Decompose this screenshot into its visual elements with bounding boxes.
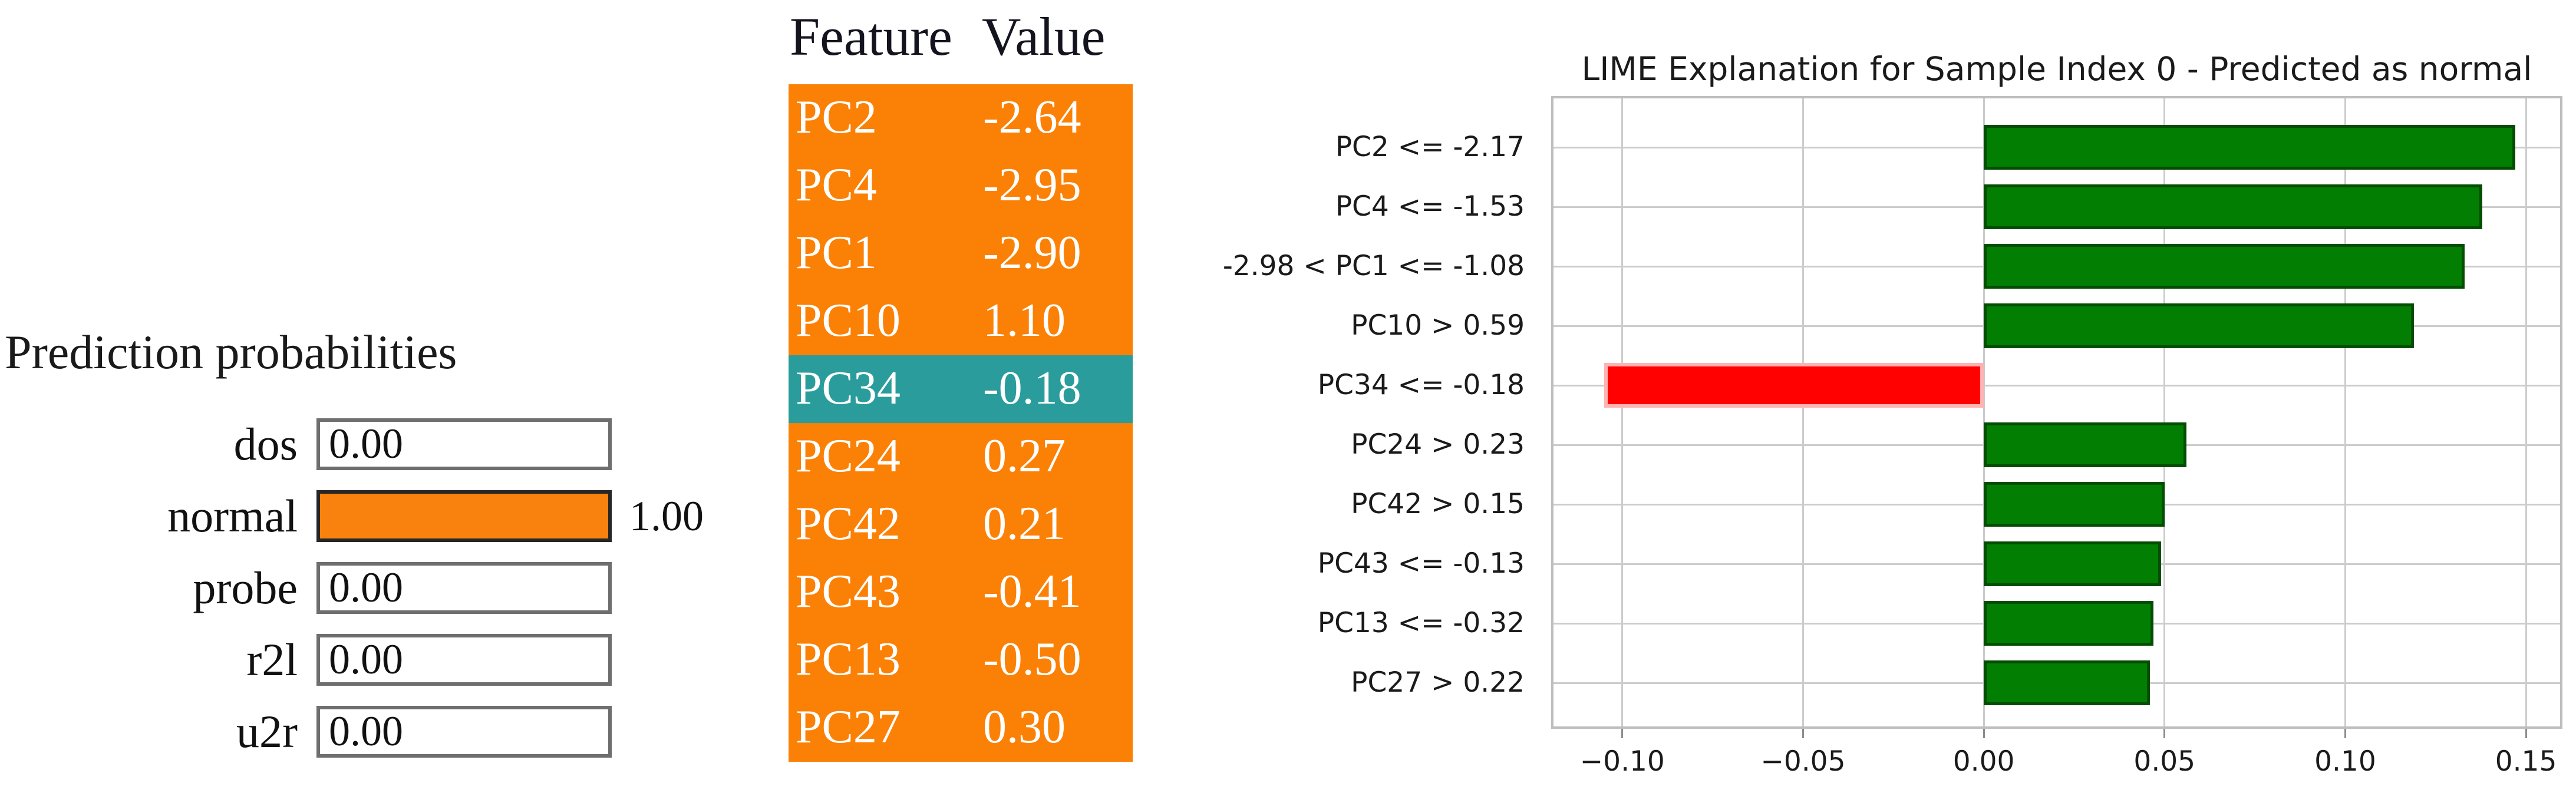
lime-bar-positive bbox=[1984, 244, 2465, 289]
lime-bar-negative bbox=[1604, 363, 1984, 408]
table-row: PC13 -0.50 bbox=[789, 626, 1133, 694]
table-row: PC4 -2.95 bbox=[789, 152, 1133, 220]
y-axis-label: -2.98 < PC1 <= -1.08 bbox=[1222, 250, 1525, 282]
table-row: PC1 -2.90 bbox=[789, 220, 1133, 288]
y-axis-label: PC24 > 0.23 bbox=[1351, 428, 1525, 461]
table-row: PC24 0.27 bbox=[789, 423, 1133, 491]
feature-name: PC43 bbox=[796, 566, 901, 617]
class-label-r2l: r2l bbox=[246, 634, 298, 685]
gridline-x bbox=[1983, 98, 1985, 726]
gridline-x bbox=[2344, 98, 2346, 726]
feature-value: 0.30 bbox=[983, 701, 1066, 753]
prediction-row-r2l: r2l 0.00 bbox=[0, 634, 784, 686]
prediction-row-probe: probe 0.00 bbox=[0, 562, 784, 614]
x-axis-tick-label: 0.00 bbox=[1952, 745, 2015, 778]
lime-bar-positive bbox=[1984, 541, 2161, 586]
table-row: PC10 1.10 bbox=[789, 288, 1133, 355]
probability-value-u2r: 0.00 bbox=[329, 708, 403, 755]
table-row-highlighted: PC34 -0.18 bbox=[789, 355, 1133, 423]
feature-column-header: Feature bbox=[790, 6, 952, 67]
class-label-normal: normal bbox=[167, 490, 298, 541]
feature-name: PC24 bbox=[796, 430, 901, 482]
probability-bar-probe bbox=[316, 562, 612, 614]
lime-bar-positive bbox=[1984, 482, 2165, 527]
x-tick-mark bbox=[1621, 729, 1624, 738]
feature-name: PC13 bbox=[796, 633, 901, 685]
y-axis-label: PC4 <= -1.53 bbox=[1335, 190, 1525, 223]
feature-name: PC42 bbox=[796, 498, 901, 550]
gridline-y bbox=[1553, 384, 2560, 386]
feature-value: 0.27 bbox=[983, 430, 1066, 482]
prediction-row-u2r: u2r 0.00 bbox=[0, 706, 784, 758]
class-label-probe: probe bbox=[193, 562, 298, 613]
lime-bar-positive bbox=[1984, 660, 2150, 705]
feature-name: PC2 bbox=[796, 91, 877, 143]
gridline-x bbox=[1802, 98, 1804, 726]
feature-value: 1.10 bbox=[983, 295, 1066, 346]
gridline-x bbox=[1621, 98, 1624, 726]
y-axis-label: PC42 > 0.15 bbox=[1351, 488, 1525, 520]
lime-bar-positive bbox=[1984, 422, 2186, 467]
x-tick-mark bbox=[2163, 729, 2166, 738]
table-row: PC27 0.30 bbox=[789, 694, 1133, 762]
feature-value: -2.64 bbox=[983, 91, 1081, 143]
x-tick-mark bbox=[1983, 729, 1985, 738]
y-axis-label: PC2 <= -2.17 bbox=[1335, 131, 1525, 163]
prediction-row-dos: dos 0.00 bbox=[0, 418, 784, 470]
prediction-row-normal: normal 1.00 bbox=[0, 490, 784, 542]
probability-bar-dos bbox=[316, 418, 612, 470]
feature-value: -2.95 bbox=[983, 159, 1081, 211]
plot-area bbox=[1551, 96, 2562, 729]
feature-name: PC27 bbox=[796, 701, 901, 753]
probability-bar-normal bbox=[316, 490, 612, 542]
table-row: PC42 0.21 bbox=[789, 491, 1133, 559]
x-axis-tick-label: 0.05 bbox=[2133, 745, 2196, 778]
y-axis-label: PC10 > 0.59 bbox=[1351, 309, 1525, 342]
lime-bar-positive bbox=[1984, 184, 2483, 229]
y-axis-label: PC34 <= -0.18 bbox=[1317, 369, 1525, 401]
y-axis-label: PC43 <= -0.13 bbox=[1317, 547, 1525, 580]
class-label-u2r: u2r bbox=[236, 706, 298, 757]
prediction-probabilities-title: Prediction probabilities bbox=[5, 325, 457, 379]
gridline-x bbox=[2163, 98, 2166, 726]
x-axis-tick-label: 0.15 bbox=[2495, 745, 2557, 778]
probability-value-outside-normal: 1.00 bbox=[629, 493, 704, 540]
y-axis-label: PC13 <= -0.32 bbox=[1317, 607, 1525, 639]
x-tick-mark bbox=[2525, 729, 2527, 738]
probability-value-probe: 0.00 bbox=[329, 564, 403, 611]
feature-value: -0.50 bbox=[983, 633, 1081, 685]
probability-bar-fill bbox=[320, 494, 608, 538]
probability-value-r2l: 0.00 bbox=[329, 636, 403, 683]
lime-bar-positive bbox=[1984, 303, 2414, 348]
gridline-x bbox=[2525, 98, 2527, 726]
feature-value: -0.18 bbox=[983, 362, 1081, 414]
table-row: PC43 -0.41 bbox=[789, 559, 1133, 626]
feature-name: PC4 bbox=[796, 159, 877, 211]
prediction-probabilities-panel: Prediction probabilities dos 0.00 normal… bbox=[0, 0, 784, 793]
feature-value: -0.41 bbox=[983, 566, 1081, 617]
x-tick-mark bbox=[1802, 729, 1804, 738]
y-axis-label: PC27 > 0.22 bbox=[1351, 666, 1525, 699]
probability-bar-r2l bbox=[316, 634, 612, 686]
feature-name: PC10 bbox=[796, 295, 901, 346]
x-tick-mark bbox=[2344, 729, 2346, 738]
feature-value: -2.90 bbox=[983, 227, 1081, 279]
feature-table-body: PC2 -2.64 PC4 -2.95 PC1 -2.90 PC10 1.10 … bbox=[789, 84, 1133, 762]
x-axis-tick-label: −0.10 bbox=[1579, 745, 1665, 778]
value-column-header: Value bbox=[982, 6, 1106, 67]
feature-name: PC1 bbox=[796, 227, 877, 279]
lime-bar-positive bbox=[1984, 125, 2515, 170]
x-axis-tick-label: 0.10 bbox=[2314, 745, 2376, 778]
probability-bar-u2r bbox=[316, 706, 612, 758]
table-row: PC2 -2.64 bbox=[789, 84, 1133, 152]
class-label-dos: dos bbox=[233, 418, 298, 470]
chart-title: LIME Explanation for Sample Index 0 - Pr… bbox=[1581, 50, 2532, 88]
feature-value: 0.21 bbox=[983, 498, 1066, 550]
feature-name: PC34 bbox=[796, 362, 901, 414]
probability-value-dos: 0.00 bbox=[329, 420, 403, 467]
x-axis-tick-label: −0.05 bbox=[1760, 745, 1846, 778]
lime-bar-positive bbox=[1984, 601, 2154, 646]
